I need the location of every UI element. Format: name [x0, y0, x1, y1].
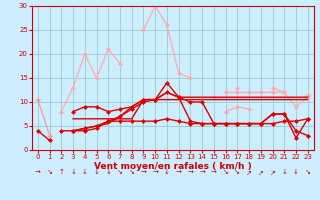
X-axis label: Vent moyen/en rafales ( km/h ): Vent moyen/en rafales ( km/h ): [94, 162, 252, 171]
